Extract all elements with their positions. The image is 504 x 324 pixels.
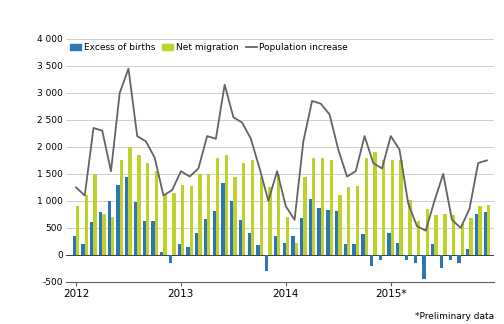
Text: *Preliminary data: *Preliminary data — [415, 312, 494, 321]
Bar — [338, 195, 342, 255]
Bar — [239, 220, 242, 255]
Bar — [90, 223, 94, 255]
Bar — [257, 245, 260, 255]
Bar — [268, 187, 272, 255]
Bar — [434, 215, 438, 255]
Bar — [108, 201, 111, 255]
Bar — [151, 221, 155, 255]
Bar — [361, 234, 364, 255]
Bar — [177, 244, 181, 255]
Bar — [443, 214, 447, 255]
Bar — [99, 212, 102, 255]
Bar — [143, 221, 146, 255]
Bar — [213, 211, 216, 255]
Bar — [186, 247, 190, 255]
Bar — [291, 236, 294, 255]
Bar — [102, 214, 105, 255]
Bar — [129, 147, 132, 255]
Bar — [440, 255, 443, 268]
Bar — [352, 244, 356, 255]
Bar — [146, 163, 149, 255]
Bar — [452, 215, 455, 255]
Bar — [230, 201, 233, 255]
Bar — [265, 255, 268, 271]
Bar — [431, 244, 434, 255]
Bar — [414, 255, 417, 263]
Bar — [326, 210, 330, 255]
Bar — [370, 255, 373, 266]
Bar — [120, 160, 123, 255]
Bar — [388, 233, 391, 255]
Bar — [461, 224, 464, 255]
Bar — [405, 255, 408, 260]
Bar — [294, 243, 298, 255]
Bar — [344, 244, 347, 255]
Bar — [422, 255, 426, 279]
Bar — [364, 158, 368, 255]
Bar — [347, 187, 350, 255]
Bar — [408, 200, 412, 255]
Bar — [300, 218, 303, 255]
Bar — [478, 206, 481, 255]
Bar — [155, 171, 158, 255]
Bar — [195, 233, 199, 255]
Bar — [449, 255, 452, 260]
Bar — [274, 236, 277, 255]
Bar — [382, 160, 386, 255]
Bar — [466, 249, 469, 255]
Bar — [356, 186, 359, 255]
Bar — [330, 160, 333, 255]
Bar — [116, 185, 120, 255]
Legend: Excess of births, Net migration, Population increase: Excess of births, Net migration, Populat… — [70, 43, 348, 52]
Bar — [391, 160, 394, 255]
Bar — [225, 155, 228, 255]
Bar — [400, 160, 403, 255]
Bar — [318, 208, 321, 255]
Bar — [286, 217, 289, 255]
Bar — [137, 155, 141, 255]
Bar — [321, 158, 324, 255]
Bar — [190, 186, 193, 255]
Bar — [73, 236, 76, 255]
Bar — [379, 255, 382, 260]
Bar — [335, 211, 338, 255]
Bar — [207, 174, 211, 255]
Bar — [303, 177, 306, 255]
Bar — [417, 221, 420, 255]
Bar — [396, 243, 400, 255]
Bar — [487, 205, 490, 255]
Bar — [134, 202, 137, 255]
Bar — [309, 199, 312, 255]
Bar — [204, 219, 207, 255]
Bar — [260, 177, 263, 255]
Bar — [233, 177, 237, 255]
Bar — [242, 163, 245, 255]
Bar — [457, 255, 461, 263]
Bar — [160, 252, 163, 255]
Bar — [172, 193, 175, 255]
Bar — [312, 158, 316, 255]
Bar — [85, 195, 88, 255]
Bar — [94, 174, 97, 255]
Bar — [181, 185, 184, 255]
Bar — [247, 233, 251, 255]
Bar — [199, 174, 202, 255]
Bar — [82, 244, 85, 255]
Bar — [426, 209, 429, 255]
Bar — [475, 214, 478, 255]
Bar — [469, 218, 473, 255]
Bar — [221, 183, 225, 255]
Bar — [277, 174, 280, 255]
Bar — [216, 158, 219, 255]
Bar — [484, 212, 487, 255]
Bar — [169, 255, 172, 263]
Bar — [283, 243, 286, 255]
Bar — [76, 206, 79, 255]
Bar — [251, 160, 254, 255]
Bar — [111, 217, 114, 255]
Bar — [373, 152, 376, 255]
Bar — [163, 195, 167, 255]
Bar — [125, 177, 129, 255]
